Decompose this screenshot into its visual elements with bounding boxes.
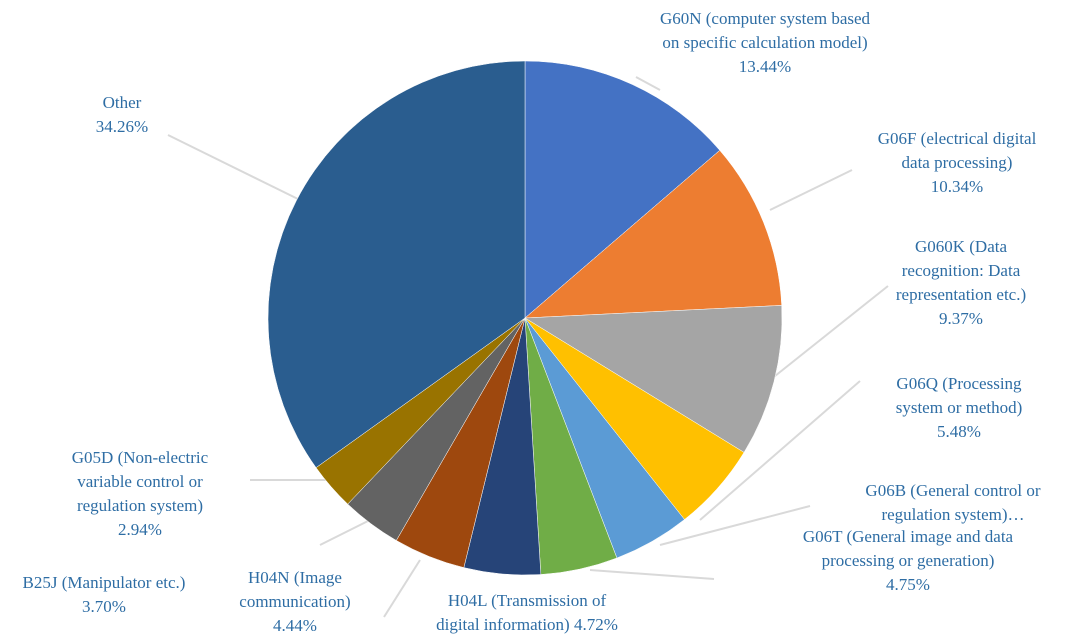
data-label-g06t: G06T (General image and data processing o…	[803, 527, 1014, 594]
pie-slice-g60n	[524, 60, 721, 319]
data-label-g06q: G06Q (Processing system or method) 5.48%	[896, 374, 1023, 441]
pie-slice-g060k	[524, 305, 783, 453]
leader-line	[699, 380, 861, 521]
pie-slice-g06f	[524, 149, 782, 319]
pie-slice-other	[267, 60, 526, 468]
leader-line	[167, 134, 301, 201]
leader-line	[383, 559, 421, 618]
leader-line	[319, 519, 371, 546]
data-label-g06f: G06F (electrical digital data processing)…	[878, 129, 1037, 196]
leader-line	[635, 76, 661, 91]
data-label-g60n: G60N (computer system based on specific c…	[660, 9, 871, 76]
data-label-g06b: G06B (General control or regulation syste…	[865, 481, 1040, 524]
data-label-other: Other 34.26%	[96, 93, 148, 136]
data-label-g060k: G060K (Data recognition: Data representati…	[896, 237, 1026, 328]
data-label-g05d: G05D (Non-electric variable control or reg…	[72, 448, 209, 539]
leader-line	[769, 169, 853, 211]
leader-line	[589, 569, 715, 580]
leader-line	[769, 285, 889, 381]
data-label-b25j: B25J (Manipulator etc.) 3.70%	[23, 573, 186, 616]
leader-line	[659, 505, 811, 546]
data-label-h04n: H04N (Image communication) 4.44%	[239, 568, 350, 635]
data-label-h04l: H04L (Transmission of digital information…	[436, 591, 618, 634]
